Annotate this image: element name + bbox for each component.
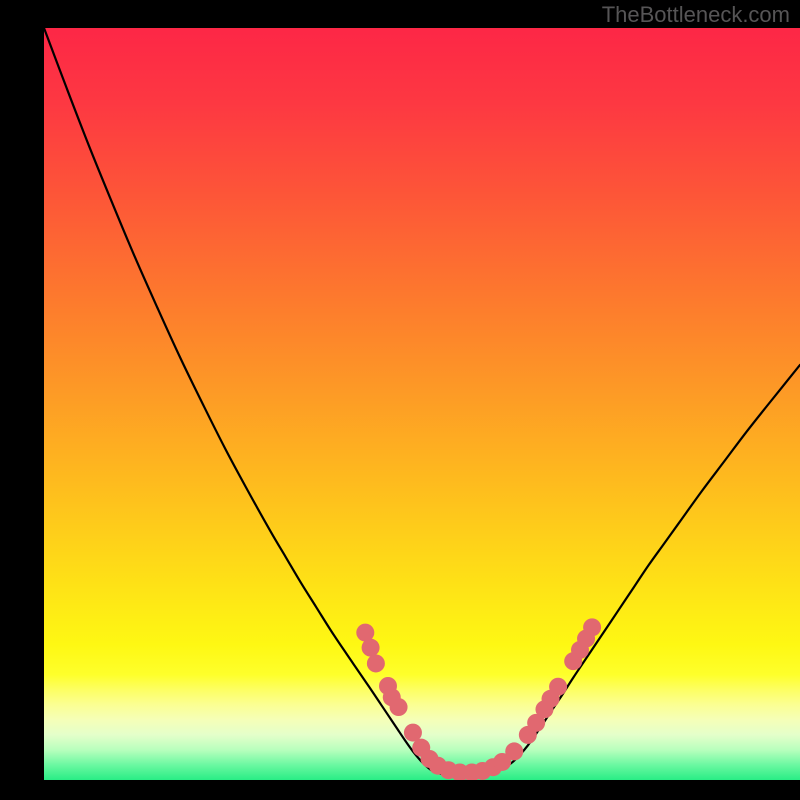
plot-area: [44, 28, 800, 780]
data-marker: [367, 654, 385, 672]
data-marker: [362, 639, 380, 657]
data-marker: [505, 742, 523, 760]
data-marker: [390, 698, 408, 716]
bottleneck-curve-chart: [44, 28, 800, 780]
watermark: TheBottleneck.com: [602, 2, 790, 28]
data-marker: [549, 678, 567, 696]
gradient-background: [44, 28, 800, 780]
data-marker: [583, 618, 601, 636]
